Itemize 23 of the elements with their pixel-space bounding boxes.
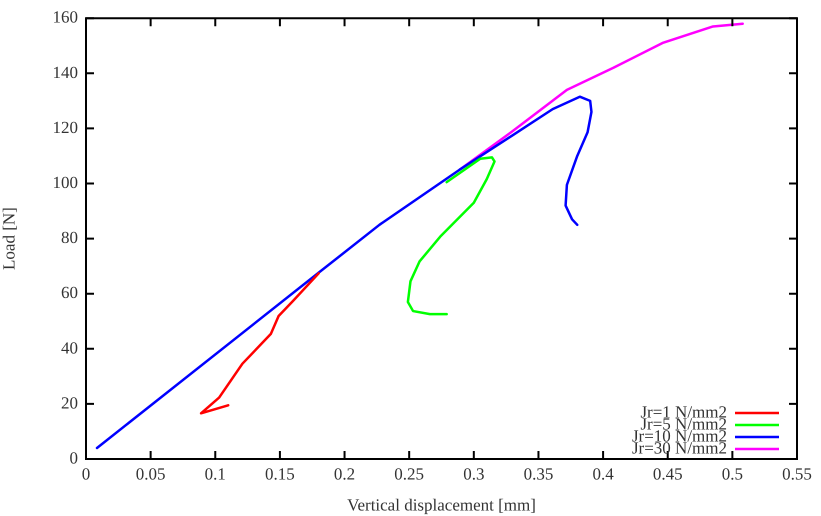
y-tick-label: 80	[61, 228, 78, 248]
x-tick-label: 0.15	[265, 464, 295, 484]
x-tick-label: 0.05	[136, 464, 166, 484]
x-tick-label: 0.3	[463, 464, 484, 484]
y-tick-label: 120	[52, 118, 78, 137]
x-tick-label: 0	[82, 464, 90, 484]
y-axis-title: Load [N]	[0, 207, 19, 270]
x-axis-title: Vertical displacement [mm]	[347, 495, 536, 514]
y-tick-label: 20	[61, 393, 78, 412]
x-tick-label: 0.1	[204, 464, 226, 484]
y-tick-label: 60	[61, 283, 78, 302]
y-tick-label: 100	[52, 172, 78, 192]
x-tick-label: 0.25	[394, 464, 424, 484]
y-tick-label: 160	[52, 8, 78, 27]
x-tick-label: 0.55	[782, 464, 812, 484]
y-tick-label: 140	[52, 62, 78, 82]
x-tick-label: 0.35	[524, 464, 554, 484]
x-tick-label: 0.4	[592, 464, 614, 484]
y-tick-label: 40	[61, 338, 78, 358]
x-tick-label: 0.45	[652, 464, 683, 484]
y-tick-label: 0	[70, 448, 78, 468]
x-tick-label: 0.5	[722, 464, 743, 484]
x-tick-label: 0.2	[334, 464, 356, 484]
